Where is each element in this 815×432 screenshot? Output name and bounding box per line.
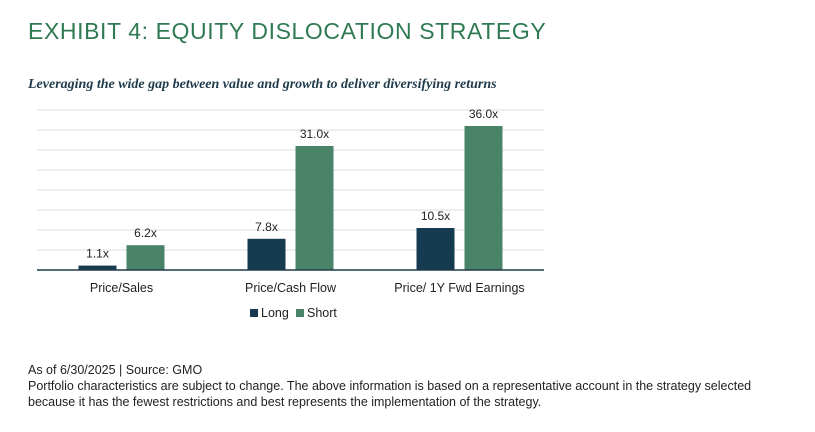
legend-swatch-long xyxy=(250,309,258,317)
data-label: 31.0x xyxy=(300,127,329,141)
legend-label-short: Short xyxy=(307,306,337,320)
disclaimer-line-1: Portfolio characteristics are subject to… xyxy=(28,379,752,393)
footer: As of 6/30/2025 | Source: GMO Portfolio … xyxy=(28,362,798,410)
chart-subtitle: Leveraging the wide gap between value an… xyxy=(28,77,497,92)
legend-label-long: Long xyxy=(261,306,289,320)
bar-long xyxy=(78,265,117,270)
data-label: 10.5x xyxy=(421,209,450,223)
data-label: 1.1x xyxy=(86,247,109,261)
category-label: Price/ 1Y Fwd Earnings xyxy=(394,281,524,295)
bar-short xyxy=(126,245,165,270)
legend-swatch-short xyxy=(296,309,304,317)
bar-long xyxy=(416,228,455,270)
source-note: As of 6/30/2025 | Source: GMO xyxy=(28,363,203,377)
bar-long xyxy=(247,238,286,270)
exhibit-title: EXHIBIT 4: EQUITY DISLOCATION STRATEGY xyxy=(28,18,547,44)
data-label: 6.2x xyxy=(134,226,157,240)
bar-short xyxy=(295,146,334,270)
data-label: 7.8x xyxy=(255,220,278,234)
data-label: 36.0x xyxy=(469,107,498,121)
disclaimer-line-2: because it has the fewest restrictions a… xyxy=(28,395,542,409)
bar-short xyxy=(464,126,503,270)
bar-chart: 1.1x 6.2x Price/Sales 7.8x 31.0x Price/Cash F… xyxy=(37,107,544,320)
category-label: Price/Cash Flow xyxy=(245,281,337,295)
category-label: Price/Sales xyxy=(90,281,153,295)
